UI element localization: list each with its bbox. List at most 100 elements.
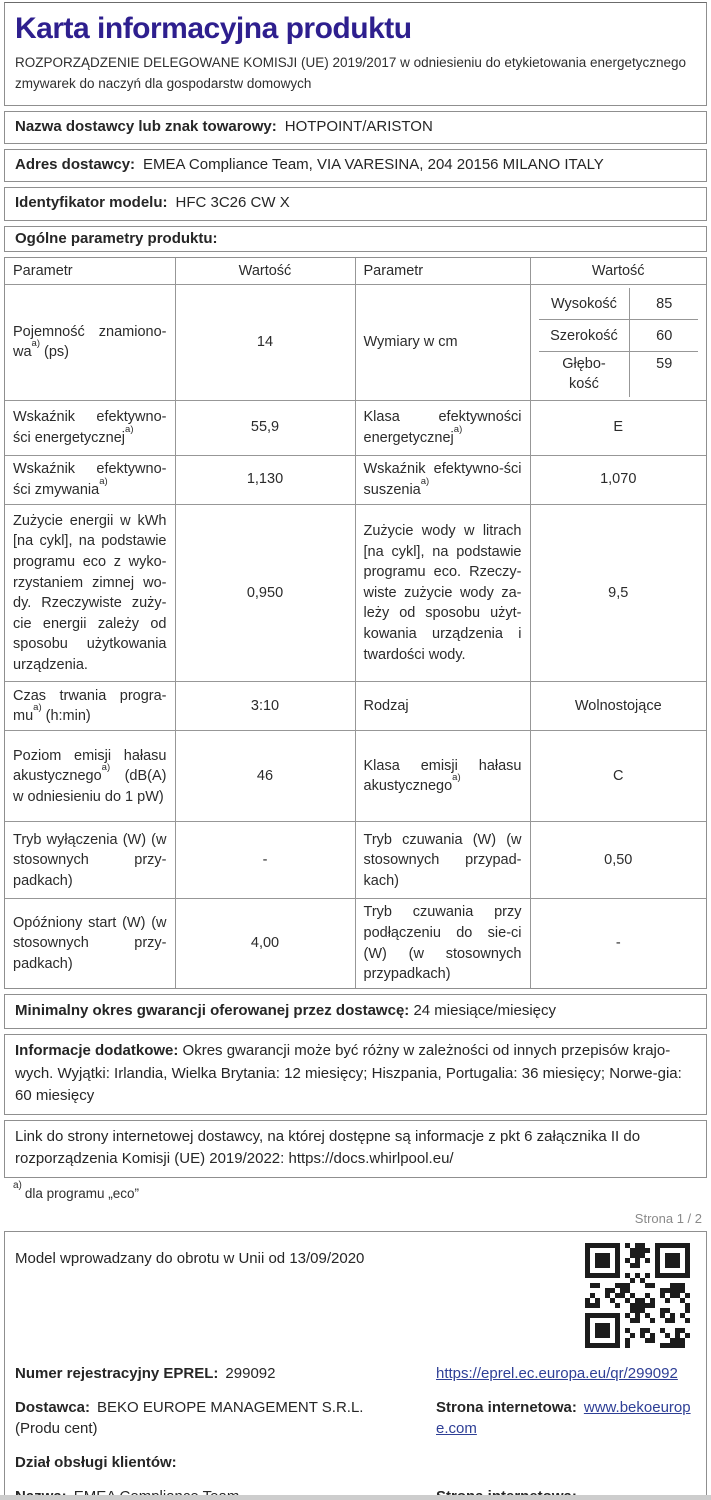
param-value: 9,5 xyxy=(529,503,707,683)
param-label: Zużycie energii w kWh [na cykl], na pods… xyxy=(13,512,167,673)
param-value: Wolnostojące xyxy=(529,681,707,732)
param-value: 1,130 xyxy=(174,454,356,505)
dimension-value: 59 xyxy=(629,351,699,398)
dimension-value: 60 xyxy=(629,319,699,353)
parameters-table: Parametr Wartość Parametr Wartość Pojemn… xyxy=(4,257,707,989)
dimension-label: Wysokość xyxy=(537,287,631,321)
dimensions-subtable: Wysokość 85 Szerokość 60 Głębo-kość 59 xyxy=(537,287,699,398)
dimension-label: Szerokość xyxy=(537,319,631,353)
eprel-value: 299092 xyxy=(225,1364,276,1382)
param-label: Wskaźnik efektywno-ści energetycznej xyxy=(13,409,167,446)
service-heading-row: Dział obsługi klientów: xyxy=(15,1452,693,1473)
param-label: Wskaźnik efektywno-ści zmywania xyxy=(13,461,167,498)
param-value: 55,9 xyxy=(174,399,356,456)
param-label: Tryb czuwania (W) (w stosownych przypad-… xyxy=(363,831,522,889)
table-row: Poziom emisji hałasu akustycznegoa) (dB(… xyxy=(4,730,707,823)
param-label: Wymiary w cm xyxy=(363,334,458,351)
dimension-value: 85 xyxy=(629,287,699,321)
param-value: E xyxy=(529,399,707,456)
param-label: Tryb czuwania przy podłączeniu do sie-ci… xyxy=(363,904,522,983)
col-header-parametr-2: Parametr xyxy=(354,257,531,286)
param-value: 1,070 xyxy=(529,454,707,505)
model-info-rows: Numer rejestracyjny EPREL: 299092 https:/… xyxy=(15,1363,693,1500)
website-link[interactable]: www.bekoeurope.com xyxy=(436,1398,691,1437)
eprel-label: Numer rejestracyjny EPREL: xyxy=(15,1364,219,1382)
footnote-marker: a) xyxy=(33,702,42,714)
supplier-name-label: Nazwa dostawcy lub znak towarowy: xyxy=(15,117,277,135)
param-label: Klasa efektywności energetycznej xyxy=(363,409,522,446)
additional-info-value: Okres gwarancji może być różny w zależno… xyxy=(15,1042,682,1105)
param-value: 3:10 xyxy=(174,681,356,732)
param-label: Wskaźnik efektywno-ści suszenia xyxy=(363,461,522,498)
footnote-marker: a) xyxy=(13,1179,22,1191)
table-row: Opóźniony start (W) (w stosownych przy-p… xyxy=(4,898,707,989)
supplier-name-row: Nazwa dostawcy lub znak towarowy: HOTPOIN… xyxy=(4,110,707,145)
param-value: 0,950 xyxy=(174,503,356,683)
param-value: 46 xyxy=(174,730,356,823)
additional-info-row: Informacje dodatkowe: Okres gwarancji mo… xyxy=(4,1034,707,1115)
dimension-row: Szerokość 60 xyxy=(537,319,699,353)
qr-code xyxy=(584,1242,691,1349)
footnote-marker: a) xyxy=(31,338,40,350)
model-identifier-value: HFC 3C26 CW X xyxy=(175,194,290,212)
param-label: Klasa emisji hałasu akustycznego xyxy=(363,757,522,795)
footnote-marker: a) xyxy=(452,772,461,784)
model-identifier-row: Identyfikator modelu: HFC 3C26 CW X xyxy=(4,187,707,221)
supplier-name-value: HOTPOINT/ARISTON xyxy=(284,117,433,135)
param-label: Rodzaj xyxy=(363,698,409,715)
eprel-row: Numer rejestracyjny EPREL: 299092 https:/… xyxy=(15,1363,693,1384)
param-label-tail: (dB(A) w odniesieniu do 1 pW) xyxy=(13,768,167,805)
model-intro: Model wprowadzany do obrotu w Unii od 13… xyxy=(15,1249,365,1267)
footnote-marker: a) xyxy=(420,475,430,487)
parameters-heading-box: Ogólne parametry produktu: xyxy=(4,225,707,252)
param-value: C xyxy=(529,730,707,823)
eprel-link[interactable]: https://eprel.ec.europa.eu/qr/299092 xyxy=(436,1364,678,1382)
dimensions-subtable-cell: Wysokość 85 Szerokość 60 Głębo-kość 59 xyxy=(529,284,707,401)
table-row: Tryb wyłączenia (W) (w stosownych przy-p… xyxy=(4,821,707,900)
footnote-text: dla programu „eco” xyxy=(24,1185,139,1201)
param-value: 4,00 xyxy=(174,898,356,989)
col-header-wartosc-1: Wartość xyxy=(174,257,356,286)
regulation-text: ROZPORZĄDZENIE DELEGOWANE KOMISJI (UE) 2… xyxy=(15,55,687,91)
page-indicator: Strona 1 / 2 xyxy=(634,1210,702,1226)
table-row: Wskaźnik efektywno-ści energetycznej a) 5… xyxy=(4,399,707,456)
param-label-tail: (h:min) xyxy=(41,708,91,725)
model-identifier-label: Identyfikator modelu: xyxy=(15,194,168,212)
param-label-tail: (ps) xyxy=(40,344,69,361)
footnote-marker: a) xyxy=(453,423,463,435)
param-value: - xyxy=(174,821,356,900)
footnote-eco: a)dla programu „eco” xyxy=(13,1180,711,1201)
col-header-wartosc-2: Wartość xyxy=(529,257,707,286)
supplier-link-row: Link do strony internetowej dostawcy, na… xyxy=(4,1119,707,1178)
supplier-row: Dostawca: BEKO EUROPE MANAGEMENT S.R.L. (… xyxy=(15,1397,693,1439)
dimension-row: Wysokość 85 xyxy=(537,287,699,321)
col-header-parametr-1: Parametr xyxy=(4,257,176,286)
page-bottom-divider xyxy=(0,1495,711,1500)
param-value: 14 xyxy=(174,284,356,401)
additional-info-label: Informacje dodatkowe: xyxy=(15,1042,179,1060)
supplier-address-row: Adres dostawcy: EMEA Compliance Team, VIA… xyxy=(4,149,707,183)
dimension-row: Głębo-kość 59 xyxy=(537,351,699,398)
table-row: Czas trwania progra-mua) (h:min) 3:10 Ro… xyxy=(4,681,707,732)
model-info-box: Model wprowadzany do obrotu w Unii od 13… xyxy=(4,1230,707,1500)
page-title: Karta informacyjna produktu xyxy=(15,12,412,45)
table-row: Pojemność znamiono-waa) (ps) 14 Wymiary … xyxy=(4,284,707,401)
supplier-value: BEKO EUROPE MANAGEMENT S.R.L. (Produ cen… xyxy=(15,1398,364,1437)
param-label: Czas trwania progra-mu xyxy=(13,687,167,725)
supplier-address-label: Adres dostawcy: xyxy=(15,156,136,174)
website-label: Strona internetowa: xyxy=(436,1398,577,1416)
supplier-link-label: Link do strony internetowej dostawcy, na… xyxy=(15,1127,641,1168)
footnote-marker: a) xyxy=(99,475,108,487)
param-value: - xyxy=(529,898,707,989)
table-row: Zużycie energii w kWh [na cykl], na pods… xyxy=(4,503,707,683)
supplier-link-url: https://docs.whirlpool.eu/ xyxy=(288,1150,454,1168)
supplier-address-value: EMEA Compliance Team, VIA VARESINA, 204 … xyxy=(143,156,604,174)
supplier-label: Dostawca: xyxy=(15,1398,91,1416)
param-value: 0,50 xyxy=(529,821,707,900)
header-box: Karta informacyjna produktu ROZPORZĄDZEN… xyxy=(4,2,707,106)
param-label: Opóźniony start (W) (w stosownych przy-p… xyxy=(13,914,167,972)
table-row: Wskaźnik efektywno-ści zmywaniaa) 1,130 … xyxy=(4,454,707,505)
guarantee-row: Minimalny okres gwarancji oferowanej prz… xyxy=(4,993,707,1030)
footnote-marker: a) xyxy=(101,762,111,773)
